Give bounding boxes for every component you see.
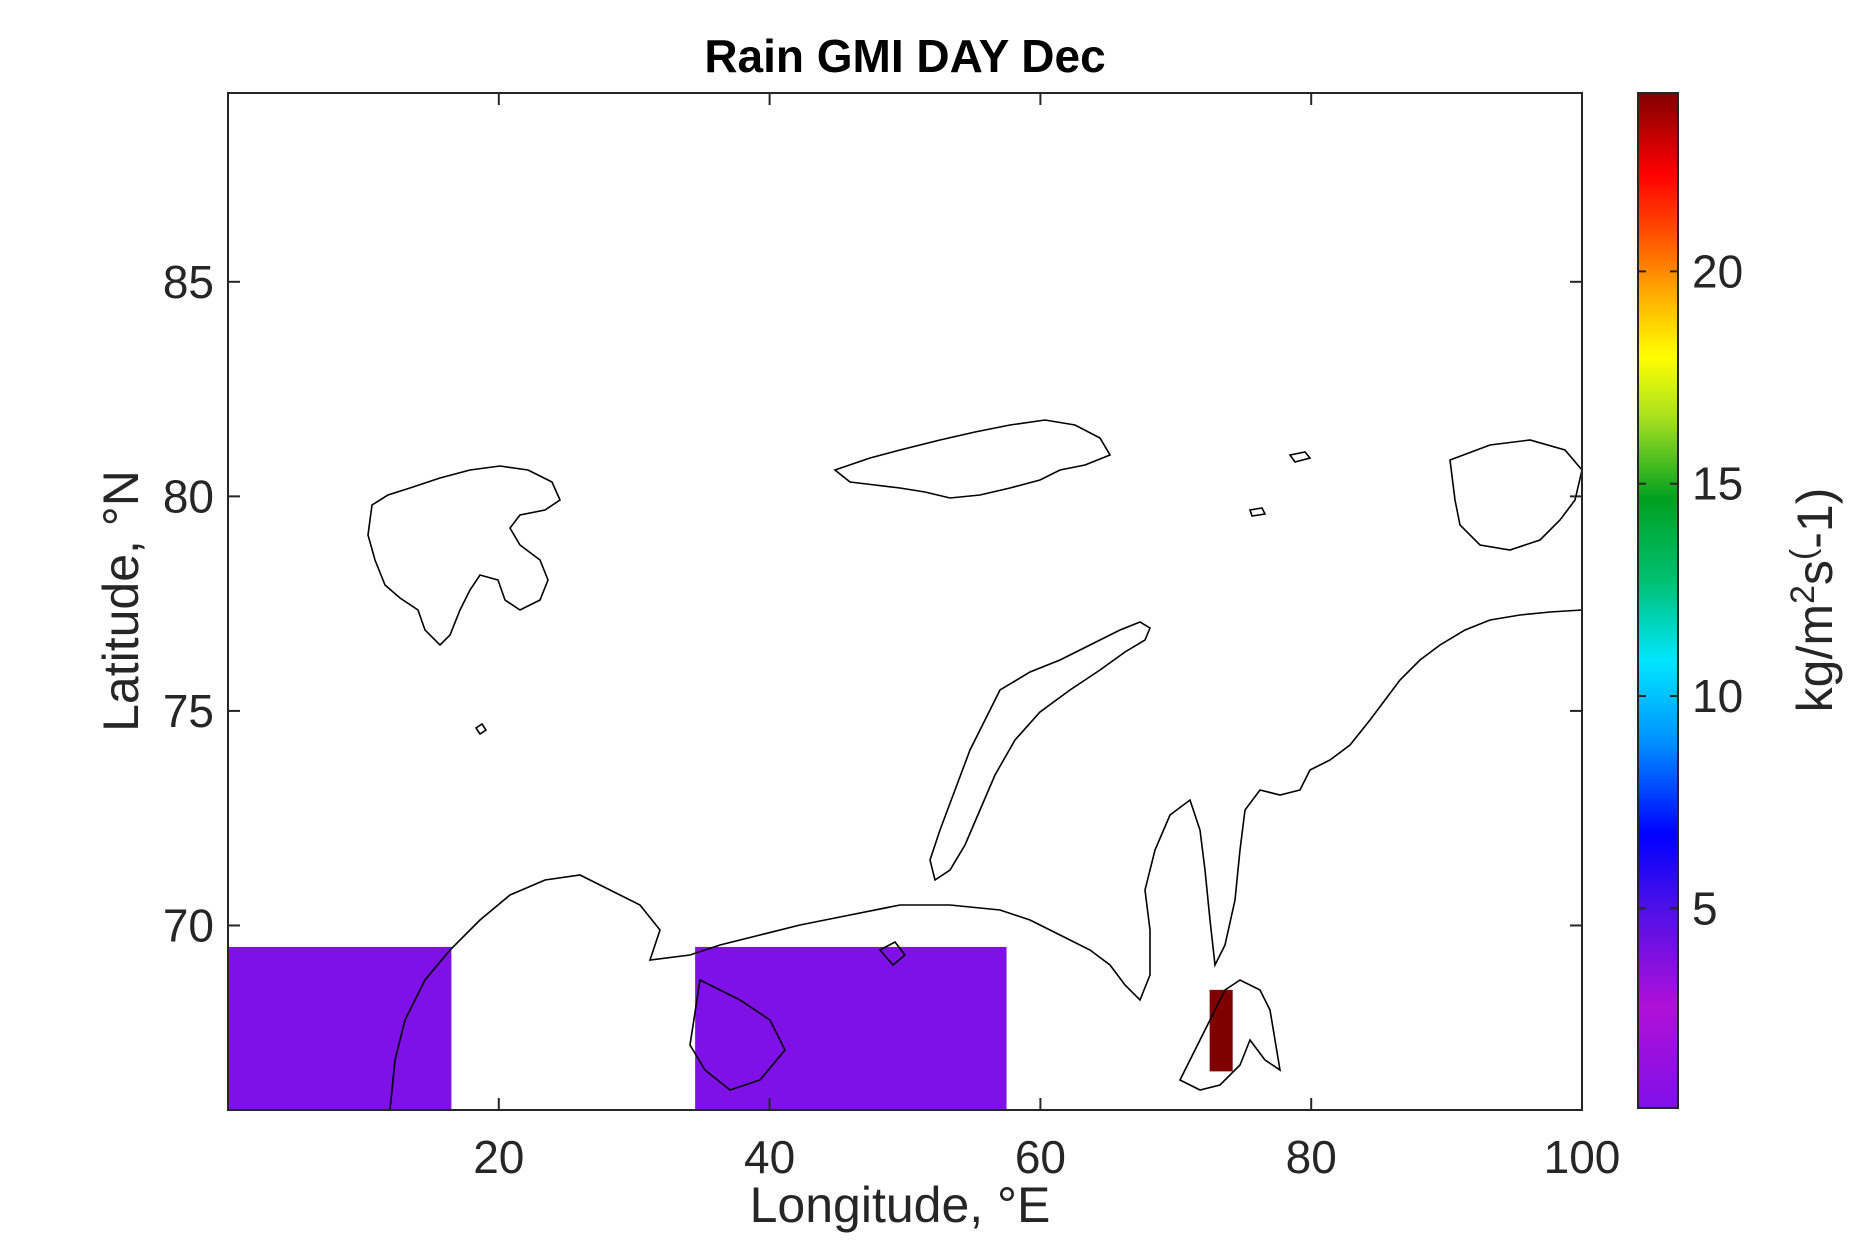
colorbar-label-sup1: 2	[1784, 585, 1822, 604]
colorbar	[1637, 92, 1679, 1109]
axes-box	[227, 92, 1583, 1111]
colorbar-label-sup2: (	[1784, 548, 1822, 560]
colorbar-tick-label: 10	[1692, 670, 1743, 722]
y-axis-label: Latitude, °N	[93, 470, 149, 732]
coastline-island-small-1	[1288, 451, 1312, 463]
x-tick-label: 60	[1015, 1131, 1066, 1183]
coastline-kola-bay	[689, 978, 786, 1091]
x-tick-label: 40	[744, 1131, 795, 1183]
y-tick-label: 80	[163, 470, 214, 522]
data-region-2	[695, 946, 1007, 1110]
data-region-3	[1209, 989, 1233, 1072]
colorbar-label-base: kg/m	[1787, 604, 1843, 712]
colorbar-label-end: -1)	[1787, 488, 1843, 549]
colorbar-tick-label: 5	[1692, 882, 1718, 934]
y-tick-label: 70	[163, 899, 214, 951]
colorbar-tick-label: 15	[1692, 458, 1743, 510]
x-axis: 20 40 60 80 100	[473, 93, 1620, 1183]
coastline-novaya-zemlya	[929, 621, 1152, 882]
colorbar-label: kg/m2s(-1)	[1784, 488, 1843, 713]
coastline-island-small-3	[474, 722, 488, 736]
coastline-island-small-4	[878, 940, 907, 967]
y-tick-label: 85	[163, 256, 214, 308]
coastline-franz-josef	[833, 419, 1112, 499]
plot-area	[228, 93, 1582, 1110]
y-axis: 70 75 80 85	[163, 256, 1582, 951]
chart-title: Rain GMI DAY Dec	[704, 30, 1105, 82]
coastline-outlines	[367, 419, 1582, 1110]
x-tick-label: 20	[473, 1131, 524, 1183]
colorbar-ticks: 5 10 15 20	[1638, 245, 1743, 934]
data-regions	[228, 946, 1233, 1110]
x-tick-label: 100	[1544, 1131, 1621, 1183]
coastline-yamal	[1178, 979, 1282, 1091]
colorbar-tick-label: 20	[1692, 245, 1743, 297]
data-region-1	[228, 946, 452, 1110]
coastline-svalbard	[367, 465, 562, 647]
coastline-mainland	[389, 609, 1582, 1110]
coastline-taymyr	[1449, 439, 1582, 551]
colorbar-label-mid: s	[1787, 560, 1843, 585]
y-tick-label: 75	[163, 685, 214, 737]
x-tick-label: 80	[1286, 1131, 1337, 1183]
x-axis-label: Longitude, °E	[750, 1177, 1051, 1233]
coastline-island-small-2	[1248, 507, 1267, 517]
